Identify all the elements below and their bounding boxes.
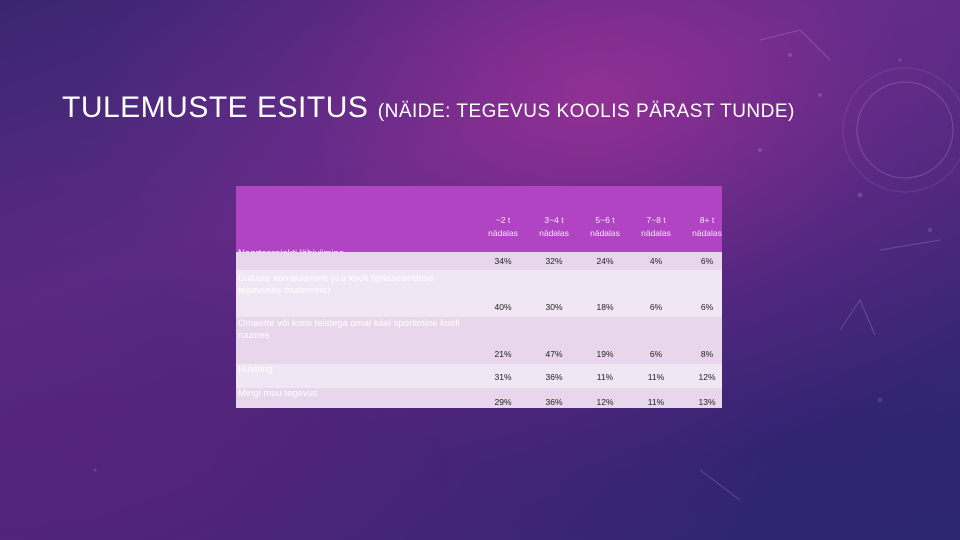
table-cell: 13% bbox=[698, 397, 716, 407]
table-cell: 18% bbox=[596, 302, 614, 312]
table-cell: 6% bbox=[700, 302, 714, 312]
table-cell: 11% bbox=[647, 372, 665, 382]
table-cell: 30% bbox=[545, 302, 563, 312]
column-header: 3~4 t nädalas bbox=[539, 215, 569, 238]
column-header: ~2 t nädalas bbox=[488, 215, 518, 238]
row-label: Huviring bbox=[238, 364, 273, 375]
row-label: Ürituste korraldamine (v.a kooli õpilase… bbox=[238, 273, 434, 296]
table-row: 31% 36% 11% 11% 12% bbox=[236, 364, 722, 388]
table-cell: 34% bbox=[494, 256, 512, 266]
table-cell: 36% bbox=[545, 397, 563, 407]
table-row: 40% 30% 18% 6% 6% bbox=[236, 270, 722, 317]
table-cell: 47% bbox=[545, 349, 563, 359]
table-cell: 6% bbox=[700, 256, 714, 266]
column-header: 8+ t nädalas bbox=[692, 215, 722, 238]
column-header: 7~8 t nädalas bbox=[641, 215, 671, 238]
table-cell: 6% bbox=[649, 302, 663, 312]
table-cell: 11% bbox=[596, 372, 614, 382]
table-cell: 12% bbox=[596, 397, 614, 407]
table-cell: 12% bbox=[698, 372, 716, 382]
table-cell: 24% bbox=[596, 256, 614, 266]
table-cell: 11% bbox=[647, 397, 665, 407]
row-label: Omaette või koos teistega omal käel spor… bbox=[238, 318, 460, 341]
table-cell: 19% bbox=[596, 349, 614, 359]
row-label: Mingi muu tegevus bbox=[238, 388, 318, 399]
table-cell: 6% bbox=[649, 349, 663, 359]
column-header: 5~6 t nädalas bbox=[590, 215, 620, 238]
title-main: TULEMUSTE ESITUS bbox=[62, 91, 369, 124]
table-row: 34% 32% 24% 4% 6% bbox=[236, 252, 722, 270]
table-cell: 29% bbox=[494, 397, 512, 407]
slide-title: TULEMUSTE ESITUS (NÄIDE: TEGEVUS KOOLIS … bbox=[62, 88, 795, 125]
table-cell: 32% bbox=[545, 256, 563, 266]
table-cell: 21% bbox=[494, 349, 512, 359]
results-table: ~2 t nädalas 3~4 t nädalas 5~6 t nädalas… bbox=[236, 186, 722, 408]
table-cell: 4% bbox=[649, 256, 663, 266]
table-cell: 8% bbox=[700, 349, 714, 359]
table-cell: 31% bbox=[494, 372, 512, 382]
table-row: 21% 47% 19% 6% 8% bbox=[236, 317, 722, 364]
table-row: 29% 36% 12% 11% 13% bbox=[236, 388, 722, 408]
table-cell: 40% bbox=[494, 302, 512, 312]
title-sub: (NÄIDE: TEGEVUS KOOLIS PÄRAST TUNDE) bbox=[377, 101, 795, 122]
table-cell: 36% bbox=[545, 372, 563, 382]
